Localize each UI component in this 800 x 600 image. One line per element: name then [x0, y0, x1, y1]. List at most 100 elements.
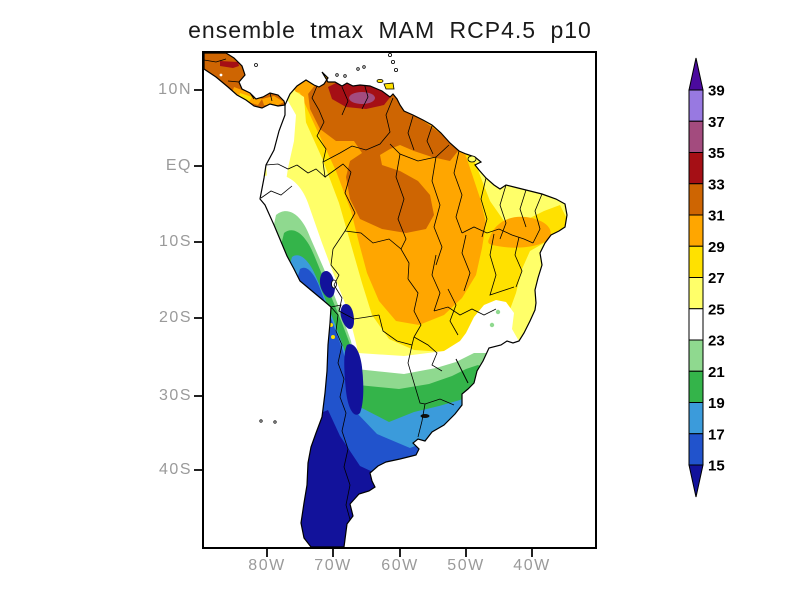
state-line-amazonas	[395, 153, 407, 250]
central-america-31-33-fill	[204, 53, 285, 108]
colorbar-seg-23-25	[688, 308, 704, 341]
lat-tick-10n	[194, 89, 202, 91]
lon-label-70w: 70W	[314, 557, 352, 574]
border-uruguay-argentina	[417, 403, 426, 438]
lat-label-eq: EQ	[165, 157, 192, 174]
temp-band-35-37-venezuela-core	[349, 92, 375, 104]
island-juan-fernandez-1	[259, 419, 263, 423]
lon-tick-60w	[399, 549, 401, 557]
colorbar-seg-29-31	[688, 214, 704, 247]
border-guyana-suriname	[407, 115, 415, 151]
island-los-roques	[356, 67, 360, 71]
lat-label-20s: 20S	[159, 309, 192, 326]
border-honduras-nicaragua	[204, 58, 227, 63]
island-marajo	[467, 155, 477, 163]
border-paraguay-brazil	[407, 278, 422, 338]
lon-label-40w: 40W	[513, 557, 551, 574]
colorbar-label-31: 31	[708, 208, 725, 225]
colorbar-seg-19-21	[688, 370, 704, 403]
lake-nicaragua-dot	[219, 73, 223, 77]
lon-tick-70w	[332, 549, 334, 557]
temperature-colorbar: 39 37 35 33 31 29 27 25 23 21 19 17 15	[688, 57, 725, 498]
border-peru-bolivia	[330, 248, 340, 286]
border-bolivia-brazil	[344, 230, 410, 280]
lat-label-40s: 40S	[159, 461, 192, 478]
lon-label-60w: 60W	[381, 557, 419, 574]
state-line-minas	[433, 306, 497, 316]
border-panama	[269, 92, 273, 102]
state-line-maranhao	[480, 177, 488, 238]
state-line-pernambuco	[532, 193, 543, 244]
lon-tick-80w	[266, 549, 268, 557]
island-la-orchila	[362, 65, 366, 69]
border-brazil-uruguay	[424, 398, 455, 406]
island-san-andres	[254, 63, 258, 67]
colorbar-seg-33-35	[688, 152, 704, 185]
colorbar-label-39: 39	[708, 83, 725, 100]
colorbar-arrow-below-15	[688, 464, 704, 498]
border-colombia-ecuador	[265, 163, 298, 170]
coastline-central-america	[204, 53, 286, 109]
lon-label-80w: 80W	[248, 557, 286, 574]
border-guianas-brazil	[389, 143, 450, 162]
colorbar-label-21: 21	[708, 364, 725, 381]
colorbar-label-35: 35	[708, 145, 725, 162]
island-aruba	[335, 73, 339, 77]
island-juan-fernandez-2	[273, 420, 277, 424]
temp-band-31-33-venezuela-amazon	[307, 73, 458, 233]
lat-tick-eq	[194, 165, 202, 167]
colorbar-seg-21-23	[688, 339, 704, 372]
border-peru-brazil	[332, 171, 356, 250]
border-colombia-brazil	[324, 163, 352, 178]
state-line-tocantins	[461, 234, 471, 292]
colorbar-label-25: 25	[708, 301, 725, 318]
border-venezuela-south	[322, 97, 394, 163]
lon-tick-50w	[465, 549, 467, 557]
border-colombia-venezuela	[311, 85, 327, 163]
temp-band-29-31-northeast-patch	[488, 216, 551, 248]
island-curacao	[343, 74, 347, 78]
colorbar-label-17: 17	[708, 426, 725, 443]
colorbar-arrow-above-39	[688, 57, 704, 91]
island-trinidad	[383, 82, 395, 90]
south-america-contour-map	[204, 53, 595, 547]
border-bolivia-south	[333, 284, 380, 320]
border-colombia-peru	[296, 161, 326, 179]
lon-tick-40w	[531, 549, 533, 557]
colorbar-seg-15-17	[688, 433, 704, 466]
colorbar-seg-25-27	[688, 277, 704, 310]
state-line-venezuela-1	[341, 86, 349, 116]
se-brazil-green-speck-1	[489, 322, 495, 328]
border-suriname-frguiana	[426, 125, 434, 155]
temp-band-below-15-peru-core	[319, 270, 335, 298]
state-line-goias	[447, 288, 459, 336]
laguna-merin	[420, 414, 430, 418]
border-ecuador-peru	[260, 185, 293, 199]
lon-label-50w: 50W	[447, 557, 485, 574]
island-margarita	[376, 78, 384, 83]
lat-label-10n: 10N	[158, 81, 192, 98]
panama-orange-strip	[262, 96, 284, 105]
nicaragua-dred-bar	[220, 61, 239, 68]
peru-coast-gold-dot-2	[331, 335, 335, 339]
colorbar-label-23: 23	[708, 333, 725, 350]
se-brazil-green-speck-2	[495, 309, 501, 315]
colorbar-label-27: 27	[708, 270, 725, 287]
lat-tick-10s	[194, 241, 202, 243]
lat-label-10s: 10S	[159, 233, 192, 250]
state-line-bahia-west	[489, 233, 515, 296]
colorbar-label-19: 19	[708, 395, 725, 412]
state-line-ceara	[519, 189, 527, 228]
border-chile-bolivia	[330, 304, 342, 312]
colorbar-label-33: 33	[708, 176, 725, 193]
islands	[254, 53, 477, 424]
lat-label-30s: 30S	[159, 387, 192, 404]
colorbar-seg-35-37	[688, 120, 704, 153]
colorbar-label-37: 37	[708, 114, 725, 131]
colorbar-seg-17-19	[688, 402, 704, 435]
plot-title: ensemble tmax MAM RCP4.5 p10	[188, 17, 592, 43]
lat-tick-20s	[194, 317, 202, 319]
lat-tick-40s	[194, 469, 202, 471]
lat-tick-30s	[194, 395, 202, 397]
